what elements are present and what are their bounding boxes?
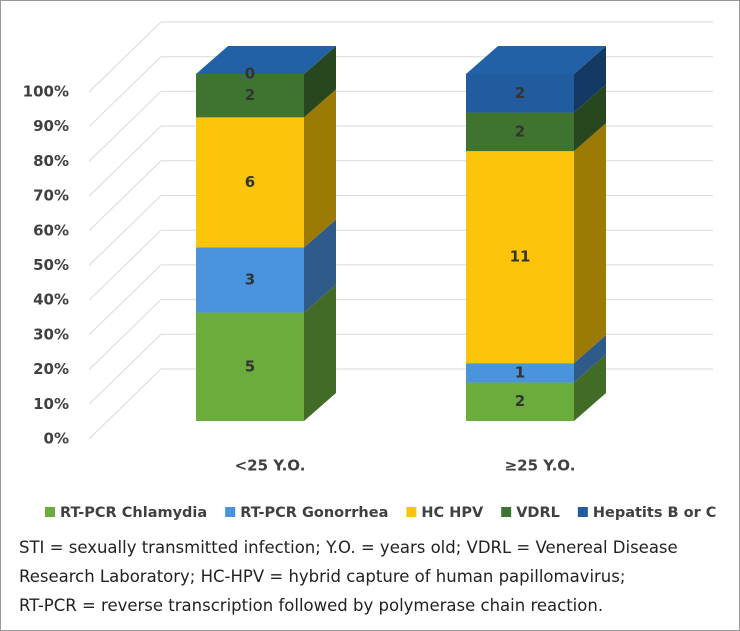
- data-label: 0: [245, 65, 255, 83]
- data-label: 2: [515, 122, 525, 140]
- caption-line: RT-PCR = reverse transcription followed …: [19, 596, 604, 615]
- caption-line: STI = sexually transmitted infection; Y.…: [19, 538, 678, 557]
- chart: 0% 10% 20% 30% 40% 50% 60% 70% 80% 90% 100% 5 3 6 2 0 <2…: [23, 21, 717, 521]
- bar-segment-side: [304, 89, 336, 248]
- caption-line: Research Laboratory; HC-HPV = hybrid cap…: [19, 567, 626, 586]
- legend-swatch: [225, 507, 236, 517]
- data-label: 2: [515, 392, 525, 410]
- legend-label: HC HPV: [421, 505, 484, 521]
- bar-segment-side: [574, 354, 606, 421]
- bar-segment: [466, 151, 574, 364]
- bar-segment-side: [574, 46, 606, 113]
- bar-segment: [466, 74, 574, 113]
- y-tick-label: 40%: [33, 291, 69, 309]
- bar-segment: [466, 112, 574, 152]
- y-tick-label: 60%: [33, 221, 69, 239]
- legend-label: VDRL: [516, 505, 560, 521]
- bar-segment-side: [304, 219, 336, 313]
- y-tick-label: 0%: [44, 430, 69, 448]
- data-label: 3: [245, 271, 255, 289]
- grid-line: [88, 368, 713, 440]
- bar-segment-side: [574, 335, 606, 383]
- legend-swatch: [406, 507, 417, 517]
- data-label: 5: [245, 357, 255, 375]
- x-tick-label: <25 Y.O.: [235, 457, 306, 475]
- bar-segment: [196, 117, 304, 248]
- bar-segment-side: [304, 46, 336, 118]
- bar-segment: [466, 363, 574, 383]
- y-tick-label: 10%: [33, 395, 69, 413]
- data-label: 2: [515, 84, 525, 102]
- y-tick-label: 20%: [33, 360, 69, 378]
- legend-label: RT-PCR Chlamydia: [60, 505, 207, 521]
- y-tick-label: 70%: [33, 187, 69, 205]
- bar-top: [196, 46, 336, 74]
- bar-segment: [196, 74, 304, 118]
- bar-top: [466, 46, 606, 74]
- data-label: 11: [510, 248, 531, 266]
- y-tick-label: 100%: [23, 83, 69, 101]
- grid-line: [88, 21, 713, 93]
- bar-segment-side: [574, 123, 606, 364]
- y-tick-label: 50%: [33, 256, 69, 274]
- legend-label: RT-PCR Gonorrhea: [240, 505, 388, 521]
- bar-segment: [466, 382, 574, 421]
- y-tick-label: 80%: [33, 152, 69, 170]
- bar-segment: [196, 247, 304, 313]
- y-tick-label: 30%: [33, 325, 69, 343]
- y-tick-label: 90%: [33, 117, 69, 135]
- data-label: 1: [515, 363, 525, 381]
- x-tick-label: ≥25 Y.O.: [505, 457, 576, 475]
- data-label: 6: [245, 173, 255, 191]
- legend-swatch: [45, 507, 55, 517]
- legend-label: Hepatits B or C: [593, 505, 717, 521]
- data-label: 2: [245, 86, 255, 104]
- bar-segment-side: [304, 284, 336, 421]
- legend-swatch: [501, 507, 512, 517]
- legend-swatch: [577, 507, 588, 517]
- bar-segment-side: [574, 84, 606, 152]
- bar-segment: [196, 312, 304, 421]
